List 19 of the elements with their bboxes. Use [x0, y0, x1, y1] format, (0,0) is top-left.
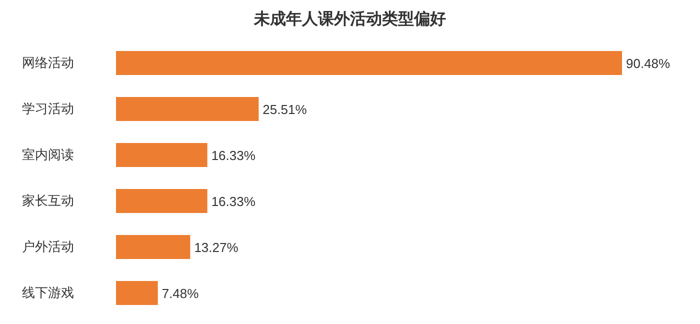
y-tick-label: 线下游戏 — [22, 285, 74, 300]
y-tick-label: 网络活动 — [22, 55, 74, 70]
data-label: 90.48% — [626, 56, 671, 71]
y-tick-label: 家长互动 — [22, 193, 74, 208]
y-tick-label: 室内阅读 — [22, 147, 74, 162]
data-label: 7.48% — [162, 286, 200, 301]
y-tick-label: 户外活动 — [22, 239, 74, 254]
bar — [116, 97, 259, 121]
bar — [116, 235, 190, 259]
bar — [116, 51, 622, 75]
chart-title: 未成年人课外活动类型偏好 — [253, 10, 446, 28]
data-label: 25.51% — [262, 102, 308, 117]
data-label: 16.33% — [211, 148, 256, 163]
y-tick-label: 学习活动 — [22, 101, 74, 116]
data-label: 13.27% — [194, 240, 239, 255]
data-label: 16.33% — [211, 194, 256, 209]
bar — [116, 143, 208, 167]
bar — [116, 281, 158, 305]
bar — [116, 189, 208, 213]
